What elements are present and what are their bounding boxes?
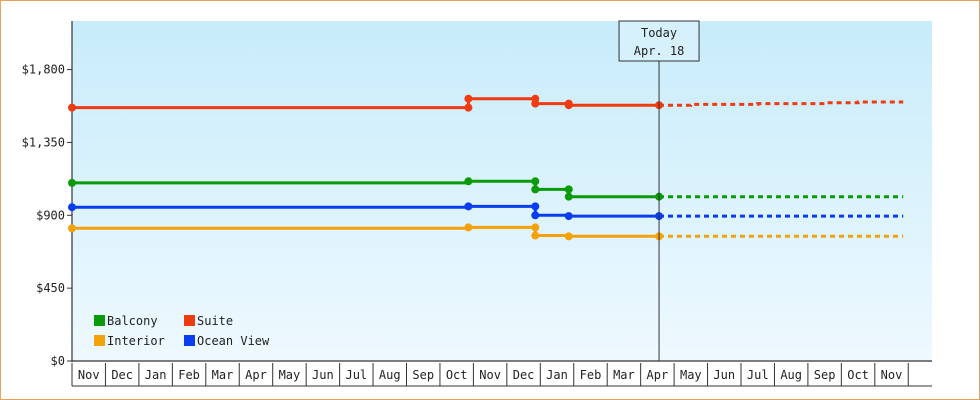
- legend-swatch-balcony: [94, 315, 105, 326]
- x-month-label: Jul: [345, 368, 367, 382]
- x-month-label: Dec: [111, 368, 133, 382]
- data-point-balcony: [564, 185, 573, 194]
- x-month-label: Aug: [780, 368, 802, 382]
- legend-swatch-ocean-view: [184, 335, 195, 346]
- x-month-label: Jan: [145, 368, 167, 382]
- data-point-interior: [464, 223, 473, 232]
- x-month-label: Feb: [580, 368, 602, 382]
- data-point-interior: [68, 224, 76, 233]
- data-point-balcony: [68, 178, 76, 187]
- data-point-interior: [564, 232, 573, 241]
- x-month-label: Nov: [479, 368, 501, 382]
- data-point-suite: [531, 99, 540, 108]
- data-point-suite: [464, 103, 473, 112]
- y-tick-label: $1,350: [22, 135, 65, 149]
- x-month-label: Sep: [814, 368, 836, 382]
- legend-label-interior: Interior: [107, 334, 165, 348]
- series-suite: [68, 94, 904, 112]
- data-point-balcony: [531, 177, 540, 186]
- x-month-label: Feb: [178, 368, 200, 382]
- legend: Balcony Suite Interior Ocean View: [94, 314, 270, 348]
- legend-label-balcony: Balcony: [107, 314, 158, 328]
- x-month-label: Nov: [881, 368, 903, 382]
- series-layer: [68, 94, 904, 241]
- y-tick-label: $900: [36, 208, 65, 222]
- today-date-label: Apr. 18: [634, 44, 685, 58]
- series-balcony: [68, 177, 904, 201]
- data-point-suite: [464, 94, 473, 103]
- data-point-interior: [531, 231, 540, 240]
- plot-background: [72, 21, 932, 361]
- data-point-ocean-view: [68, 203, 76, 212]
- x-month-label: Apr: [647, 368, 669, 382]
- x-month-label: Sep: [412, 368, 434, 382]
- x-month-label: Mar: [613, 368, 635, 382]
- x-month-label: Jul: [747, 368, 769, 382]
- x-month-label: May: [279, 368, 301, 382]
- data-point-balcony: [464, 177, 473, 186]
- data-point-interior: [531, 223, 540, 232]
- series-ocean-view: [68, 202, 904, 221]
- legend-swatch-suite: [184, 315, 195, 326]
- legend-swatch-interior: [94, 335, 105, 346]
- x-month-label: Jun: [713, 368, 735, 382]
- today-box: [618, 20, 700, 62]
- data-point-suite: [564, 101, 573, 110]
- x-month-label: Jun: [312, 368, 334, 382]
- x-month-label: Oct: [446, 368, 468, 382]
- data-point-ocean-view: [531, 202, 540, 211]
- y-tick-label: $1,800: [22, 63, 65, 77]
- data-point-ocean-view: [564, 212, 573, 221]
- x-month-label: Dec: [513, 368, 535, 382]
- x-month-label: May: [680, 368, 702, 382]
- x-month-label: Oct: [847, 368, 869, 382]
- data-point-suite: [68, 103, 76, 112]
- data-point-ocean-view: [464, 202, 473, 211]
- series-interior: [68, 223, 904, 241]
- series-forecast-suite: [659, 100, 904, 107]
- y-tick-label: $450: [36, 281, 65, 295]
- x-month-label: Aug: [379, 368, 401, 382]
- x-month-label: Jan: [546, 368, 568, 382]
- y-tick-label: $0: [51, 354, 65, 368]
- x-month-label: Mar: [212, 368, 234, 382]
- legend-label-ocean-view: Ocean View: [197, 334, 270, 348]
- today-label: Today: [641, 26, 677, 40]
- data-point-balcony: [564, 192, 573, 201]
- data-point-ocean-view: [531, 211, 540, 220]
- data-point-balcony: [531, 185, 540, 194]
- legend-label-suite: Suite: [197, 314, 233, 328]
- x-month-label: Apr: [245, 368, 267, 382]
- today-marker: Today Apr. 18: [618, 20, 700, 361]
- x-month-label: Nov: [78, 368, 100, 382]
- axis-layer: $0 $450 $900 $1,350 $1,800 Nov Dec Jan Feb Mar Apr…: [22, 21, 932, 387]
